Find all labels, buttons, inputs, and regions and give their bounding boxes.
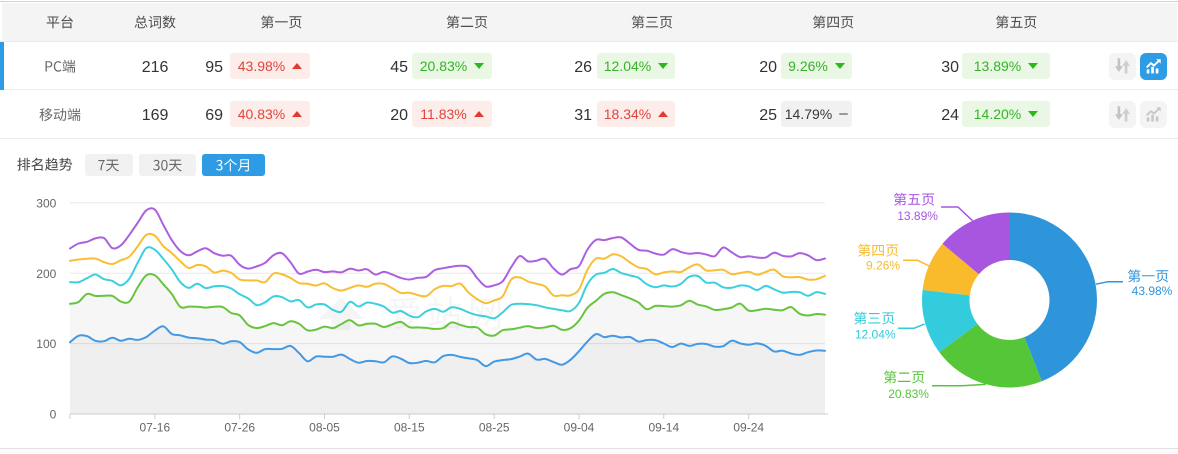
svg-text:100: 100 [36,337,56,351]
svg-text:07-26: 07-26 [224,421,255,435]
svg-text:0: 0 [50,408,57,422]
svg-text:08-25: 08-25 [479,421,510,435]
svg-text:09-24: 09-24 [733,421,764,435]
svg-text:20.83%: 20.83% [888,387,929,401]
svg-text:08-05: 08-05 [309,421,340,435]
svg-text:9.26%: 9.26% [866,258,900,272]
svg-text:300: 300 [36,197,56,211]
svg-text:12.04%: 12.04% [855,327,896,341]
svg-text:07-16: 07-16 [139,421,170,435]
svg-text:13.89%: 13.89% [897,209,938,223]
svg-text:09-14: 09-14 [648,421,679,435]
svg-text:09-04: 09-04 [564,421,595,435]
svg-text:43.98%: 43.98% [1132,284,1173,298]
svg-text:200: 200 [36,267,56,281]
svg-text:08-15: 08-15 [394,421,425,435]
